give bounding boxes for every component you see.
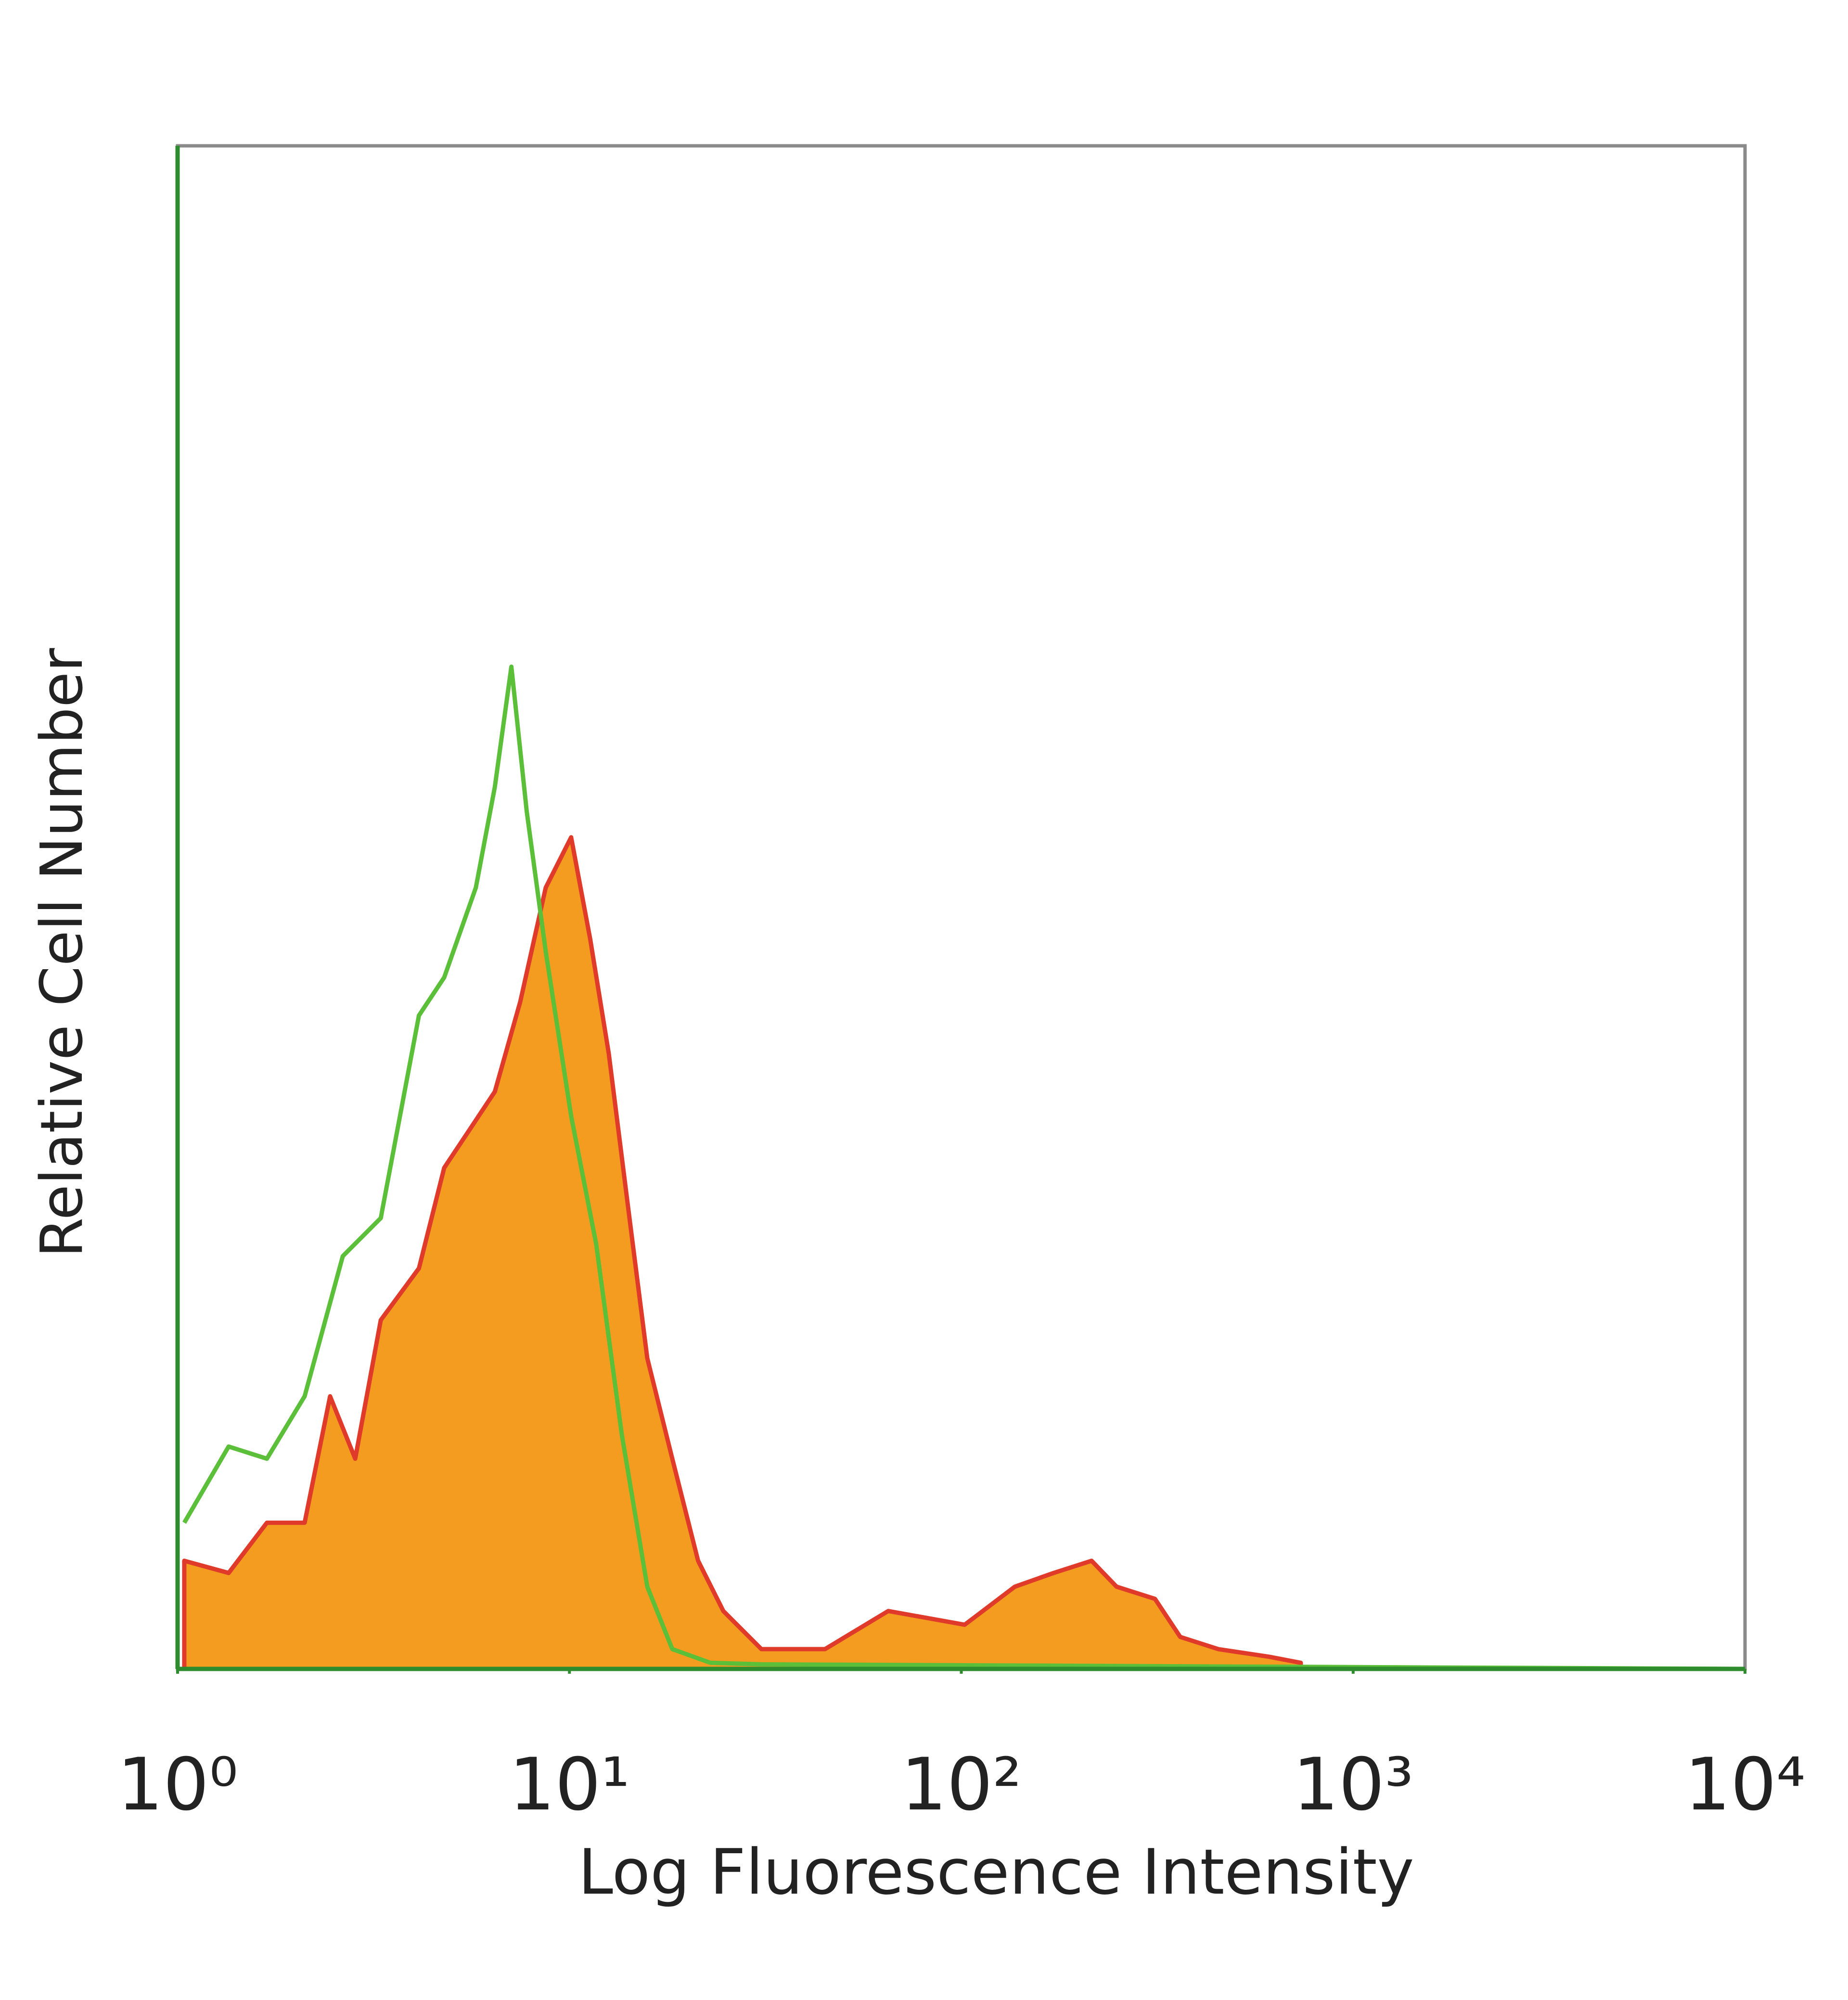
x-axis-label: Log Fluorescence Intensity <box>578 1835 1414 1909</box>
x-tick-label: 10¹ <box>509 1743 630 1827</box>
x-tick-label: 10² <box>901 1743 1022 1827</box>
y-axis-label: Relative Cell Number <box>29 648 96 1257</box>
histogram-area <box>182 835 1303 1671</box>
x-tick-label: 10⁴ <box>1684 1743 1805 1827</box>
histogram-line <box>182 664 1745 1671</box>
x-tick-label: 10⁰ <box>117 1743 238 1827</box>
x-tick-label: 10³ <box>1293 1743 1413 1827</box>
